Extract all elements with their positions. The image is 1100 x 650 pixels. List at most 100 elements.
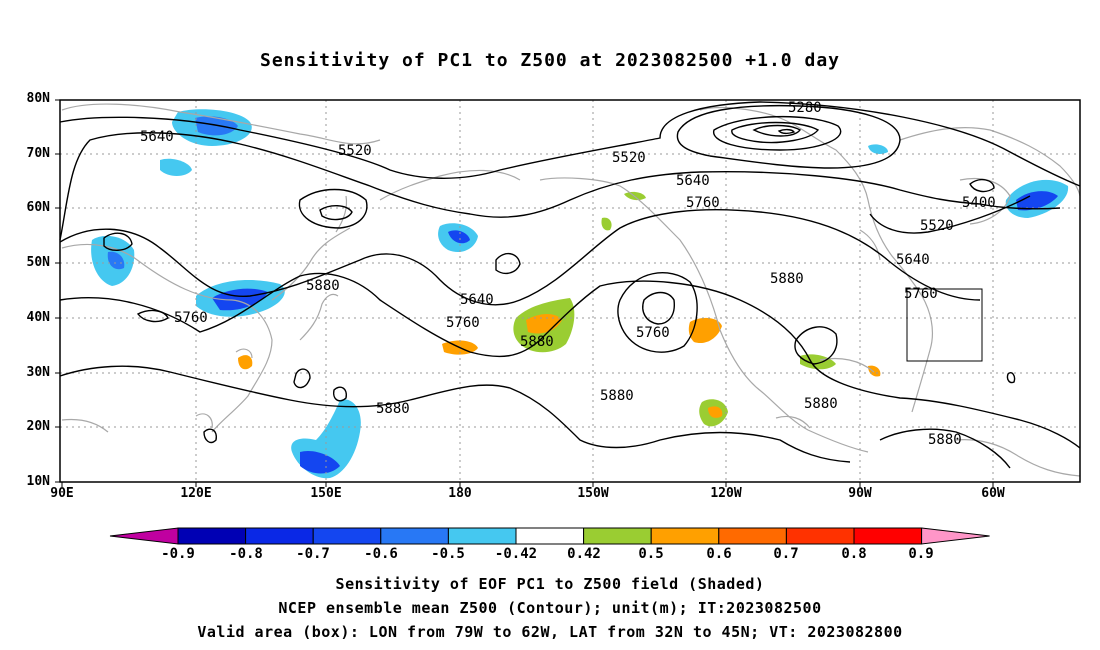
neg-blob [868,144,888,154]
contour-label: 5880 [928,432,962,448]
lon-label: 150W [577,486,609,501]
contour-5880 [794,326,838,365]
coastline [61,418,109,433]
lon-label: 60W [981,486,1005,501]
contour-5760 [59,209,981,306]
lon-label: 150E [310,486,342,501]
contour-label: 5640 [460,292,494,308]
contour-label: 5640 [140,129,174,145]
colorbar-label: 0.5 [638,546,664,562]
neg-blob [107,251,125,270]
contour-5880 [642,291,675,325]
lat-label: 30N [26,365,50,380]
colorbar-label: -0.9 [161,546,195,562]
contour-labels: 5640 5520 5280 5520 5640 5760 5400 5520 … [140,100,996,448]
colorbar-label: 0.7 [773,546,799,562]
contour-5880 [617,272,698,353]
colorbar-label: 0.8 [841,546,867,562]
lat-label: 70N [26,146,50,161]
contour-5520 [869,195,1031,234]
colorbar-label: 0.9 [908,546,934,562]
coastline [955,439,1081,477]
contour-5760 [136,309,169,323]
contour-5640 [59,132,981,241]
neg-blob [448,230,470,244]
colorbar-label: -0.42 [494,546,538,562]
coastline [379,169,521,201]
contour-5880 [332,386,348,402]
lat-label: 10N [26,474,50,489]
coastline [819,357,875,373]
contour-label: 5760 [174,310,208,326]
caption-contour: NCEP ensemble mean Z500 (Contour); unit(… [278,599,822,617]
contour-label: 5880 [600,388,634,404]
colorbar-label: 0.6 [706,546,732,562]
pos-blob [708,406,723,418]
neg-blob [300,450,340,474]
valid-area-box [906,288,983,362]
contour-5640 [298,188,368,229]
contour-5640 [495,253,521,275]
contour-5880 [879,428,1011,469]
lon-label: 90E [50,486,74,501]
contour-5880 [59,365,851,463]
coastline [699,106,923,297]
caption-shading: Sensitivity of EOF PC1 to Z500 field (Sh… [335,575,765,593]
coastline [335,195,348,233]
colorbar-label: -0.7 [296,546,330,562]
contour-label: 5400 [962,195,996,211]
coastline [911,295,934,413]
lat-label: 60N [26,200,50,215]
contour-label: 5760 [446,315,480,331]
contour-label: 5640 [896,252,930,268]
contour-5880 [203,428,218,444]
contour-5640 [319,205,353,221]
colorbar-label: -0.8 [229,546,263,562]
coastlines [61,103,1081,477]
contour-5400 [676,104,901,169]
tick-marks [55,99,994,487]
contour-label: 5520 [338,143,372,159]
coastline [271,227,351,301]
sensitivity-shading [91,109,1069,479]
coastline [775,415,811,429]
neg-blob [160,158,192,176]
pos-blob [868,365,881,377]
lon-label: 90W [848,486,872,501]
contour-label: 5760 [686,195,720,211]
contour-label: 5880 [770,271,804,287]
contour-5640 [969,178,995,193]
lon-label: 120E [180,486,212,501]
coastline [235,348,253,359]
neg-blob [1016,191,1058,211]
contour-5280 [713,115,842,151]
z500-contours [59,101,1081,469]
map-frame [59,99,1081,483]
lat-label: 50N [26,255,50,270]
lat-label: 40N [26,310,50,325]
contour-5760 [103,232,133,251]
contour-label: 5520 [612,150,646,166]
colorbar-label: 0.42 [567,546,601,562]
contour-label: 5880 [306,278,340,294]
coastline [959,177,1011,225]
contour-5280 [752,124,802,137]
caption-valid-area: Valid area (box): LON from 79W to 62W, L… [197,623,903,641]
contour-label: 5760 [636,325,670,341]
lat-lon-grid [60,100,1080,482]
contour-5880 [1006,372,1016,384]
pos-blob [601,217,612,231]
contour-5880 [59,272,1081,449]
colorbar-label: -0.6 [364,546,398,562]
contour-5640 [979,203,1061,210]
lon-label: 180 [448,486,472,501]
coastline [899,127,1081,197]
contour-label: 5880 [520,334,554,350]
contour-5880 [293,368,311,389]
coastline [61,103,381,145]
lat-label: 80N [26,91,50,106]
coastline [539,177,869,453]
contour-label: 5880 [376,401,410,417]
coastline [859,229,881,261]
